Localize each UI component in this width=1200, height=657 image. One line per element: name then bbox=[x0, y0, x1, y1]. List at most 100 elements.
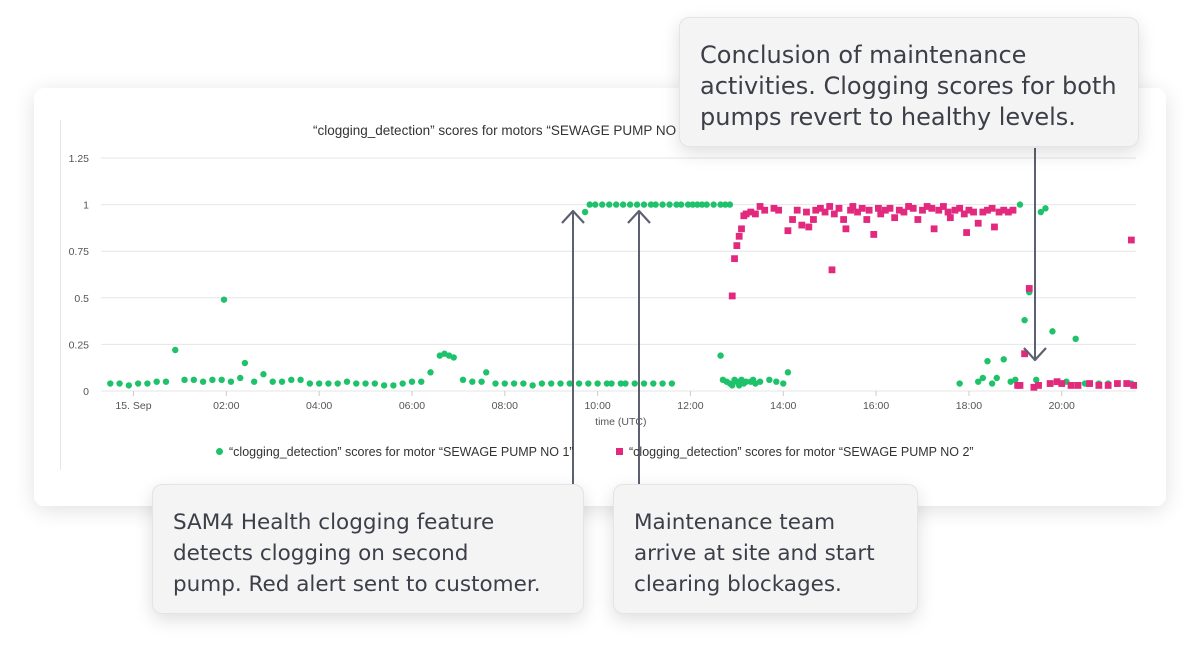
data-point bbox=[905, 203, 912, 210]
chart-title: “clogging_detection” scores for motors “… bbox=[313, 123, 693, 138]
data-point bbox=[469, 378, 476, 385]
data-point bbox=[334, 380, 341, 387]
data-point bbox=[116, 380, 123, 387]
annotation-arrow-detect bbox=[561, 209, 585, 486]
x-tick-label: 10:00 bbox=[584, 400, 610, 412]
data-point bbox=[698, 201, 706, 208]
data-point bbox=[1033, 376, 1040, 384]
data-point bbox=[529, 382, 536, 389]
data-point bbox=[343, 378, 351, 385]
data-point bbox=[399, 380, 406, 387]
data-point bbox=[886, 204, 894, 212]
x-tick-label: 08:00 bbox=[492, 400, 518, 412]
data-point bbox=[1072, 335, 1079, 343]
data-point bbox=[408, 378, 416, 385]
data-point bbox=[1104, 382, 1112, 389]
y-tick-label: 1.25 bbox=[69, 153, 90, 165]
data-point bbox=[362, 380, 369, 387]
data-point bbox=[919, 206, 926, 214]
y-tick-label: 0.25 bbox=[69, 339, 90, 351]
data-point bbox=[1095, 382, 1103, 389]
data-point bbox=[840, 216, 848, 223]
data-point bbox=[742, 210, 750, 218]
y-tick-label: 0 bbox=[83, 386, 89, 398]
data-point bbox=[1123, 380, 1131, 387]
data-point bbox=[125, 382, 133, 389]
data-point bbox=[557, 380, 564, 387]
data-point bbox=[895, 206, 903, 214]
data-point bbox=[1004, 208, 1012, 216]
data-point bbox=[1130, 382, 1138, 389]
data-point bbox=[608, 380, 615, 387]
data-point bbox=[970, 208, 977, 216]
data-point bbox=[585, 380, 592, 387]
callout-line: activities. Clogging scores for both bbox=[700, 72, 1117, 100]
data-point bbox=[963, 229, 970, 236]
data-point bbox=[805, 223, 813, 231]
data-point bbox=[673, 201, 680, 208]
data-point bbox=[979, 374, 987, 382]
data-point bbox=[935, 206, 943, 214]
callout-line: arrive at site and start bbox=[634, 541, 875, 566]
callout-line: SAM4 Health clogging feature bbox=[173, 510, 495, 535]
data-point bbox=[810, 216, 817, 223]
data-point bbox=[914, 216, 922, 223]
data-point bbox=[1016, 382, 1024, 389]
data-point bbox=[1030, 383, 1038, 391]
data-point bbox=[993, 374, 1000, 382]
data-point bbox=[1046, 380, 1054, 387]
data-point bbox=[988, 380, 996, 387]
data-point bbox=[483, 369, 490, 376]
data-point bbox=[928, 204, 936, 212]
data-point bbox=[1053, 378, 1061, 386]
arrow-head-icon bbox=[627, 209, 651, 224]
callout-line: detects clogging on second bbox=[173, 541, 469, 566]
data-point bbox=[826, 203, 834, 210]
data-point bbox=[427, 369, 434, 376]
data-point bbox=[995, 208, 1003, 216]
data-point bbox=[1025, 285, 1033, 292]
legend-marker-square-icon bbox=[616, 448, 623, 455]
callout-team-arrives: Maintenance team arrive at site and star… bbox=[613, 484, 918, 614]
data-point bbox=[162, 378, 170, 385]
data-point bbox=[1021, 316, 1028, 324]
data-point bbox=[492, 380, 499, 387]
data-point bbox=[241, 359, 249, 367]
data-point bbox=[1009, 206, 1017, 214]
data-point bbox=[640, 201, 648, 208]
data-point bbox=[821, 208, 829, 216]
data-point bbox=[1127, 236, 1135, 244]
legend-item-pump2[interactable]: “clogging_detection” scores for motor “S… bbox=[616, 445, 974, 459]
data-point bbox=[835, 204, 843, 212]
data-point bbox=[250, 378, 258, 385]
card-divider bbox=[60, 120, 61, 470]
data-point bbox=[371, 380, 379, 387]
data-point bbox=[459, 376, 467, 384]
data-point bbox=[747, 208, 755, 216]
legend-item-pump1[interactable]: “clogging_detection” scores for motor “S… bbox=[216, 445, 574, 459]
data-point bbox=[891, 214, 899, 222]
data-point bbox=[1035, 382, 1042, 389]
series-1 bbox=[107, 201, 1135, 389]
data-point bbox=[991, 223, 998, 231]
annotation-arrow-conclusion bbox=[1023, 148, 1047, 362]
x-tick-label: 06:00 bbox=[399, 400, 425, 412]
data-point bbox=[944, 208, 952, 216]
arrow-head-icon bbox=[1023, 347, 1047, 362]
legend-label-pump2: “clogging_detection” scores for motor “S… bbox=[629, 445, 974, 459]
data-point bbox=[960, 210, 968, 218]
data-point bbox=[209, 376, 216, 384]
data-point bbox=[784, 369, 792, 376]
data-point bbox=[684, 201, 692, 208]
data-point bbox=[1114, 380, 1121, 387]
data-point bbox=[1000, 206, 1008, 214]
x-tick-label: 16:00 bbox=[863, 400, 889, 412]
data-point bbox=[652, 201, 659, 208]
data-point bbox=[703, 201, 710, 208]
data-point bbox=[581, 208, 589, 216]
data-point bbox=[227, 378, 235, 385]
data-point bbox=[756, 203, 764, 210]
data-point bbox=[538, 380, 546, 387]
data-point bbox=[742, 378, 750, 385]
data-point bbox=[812, 206, 820, 214]
